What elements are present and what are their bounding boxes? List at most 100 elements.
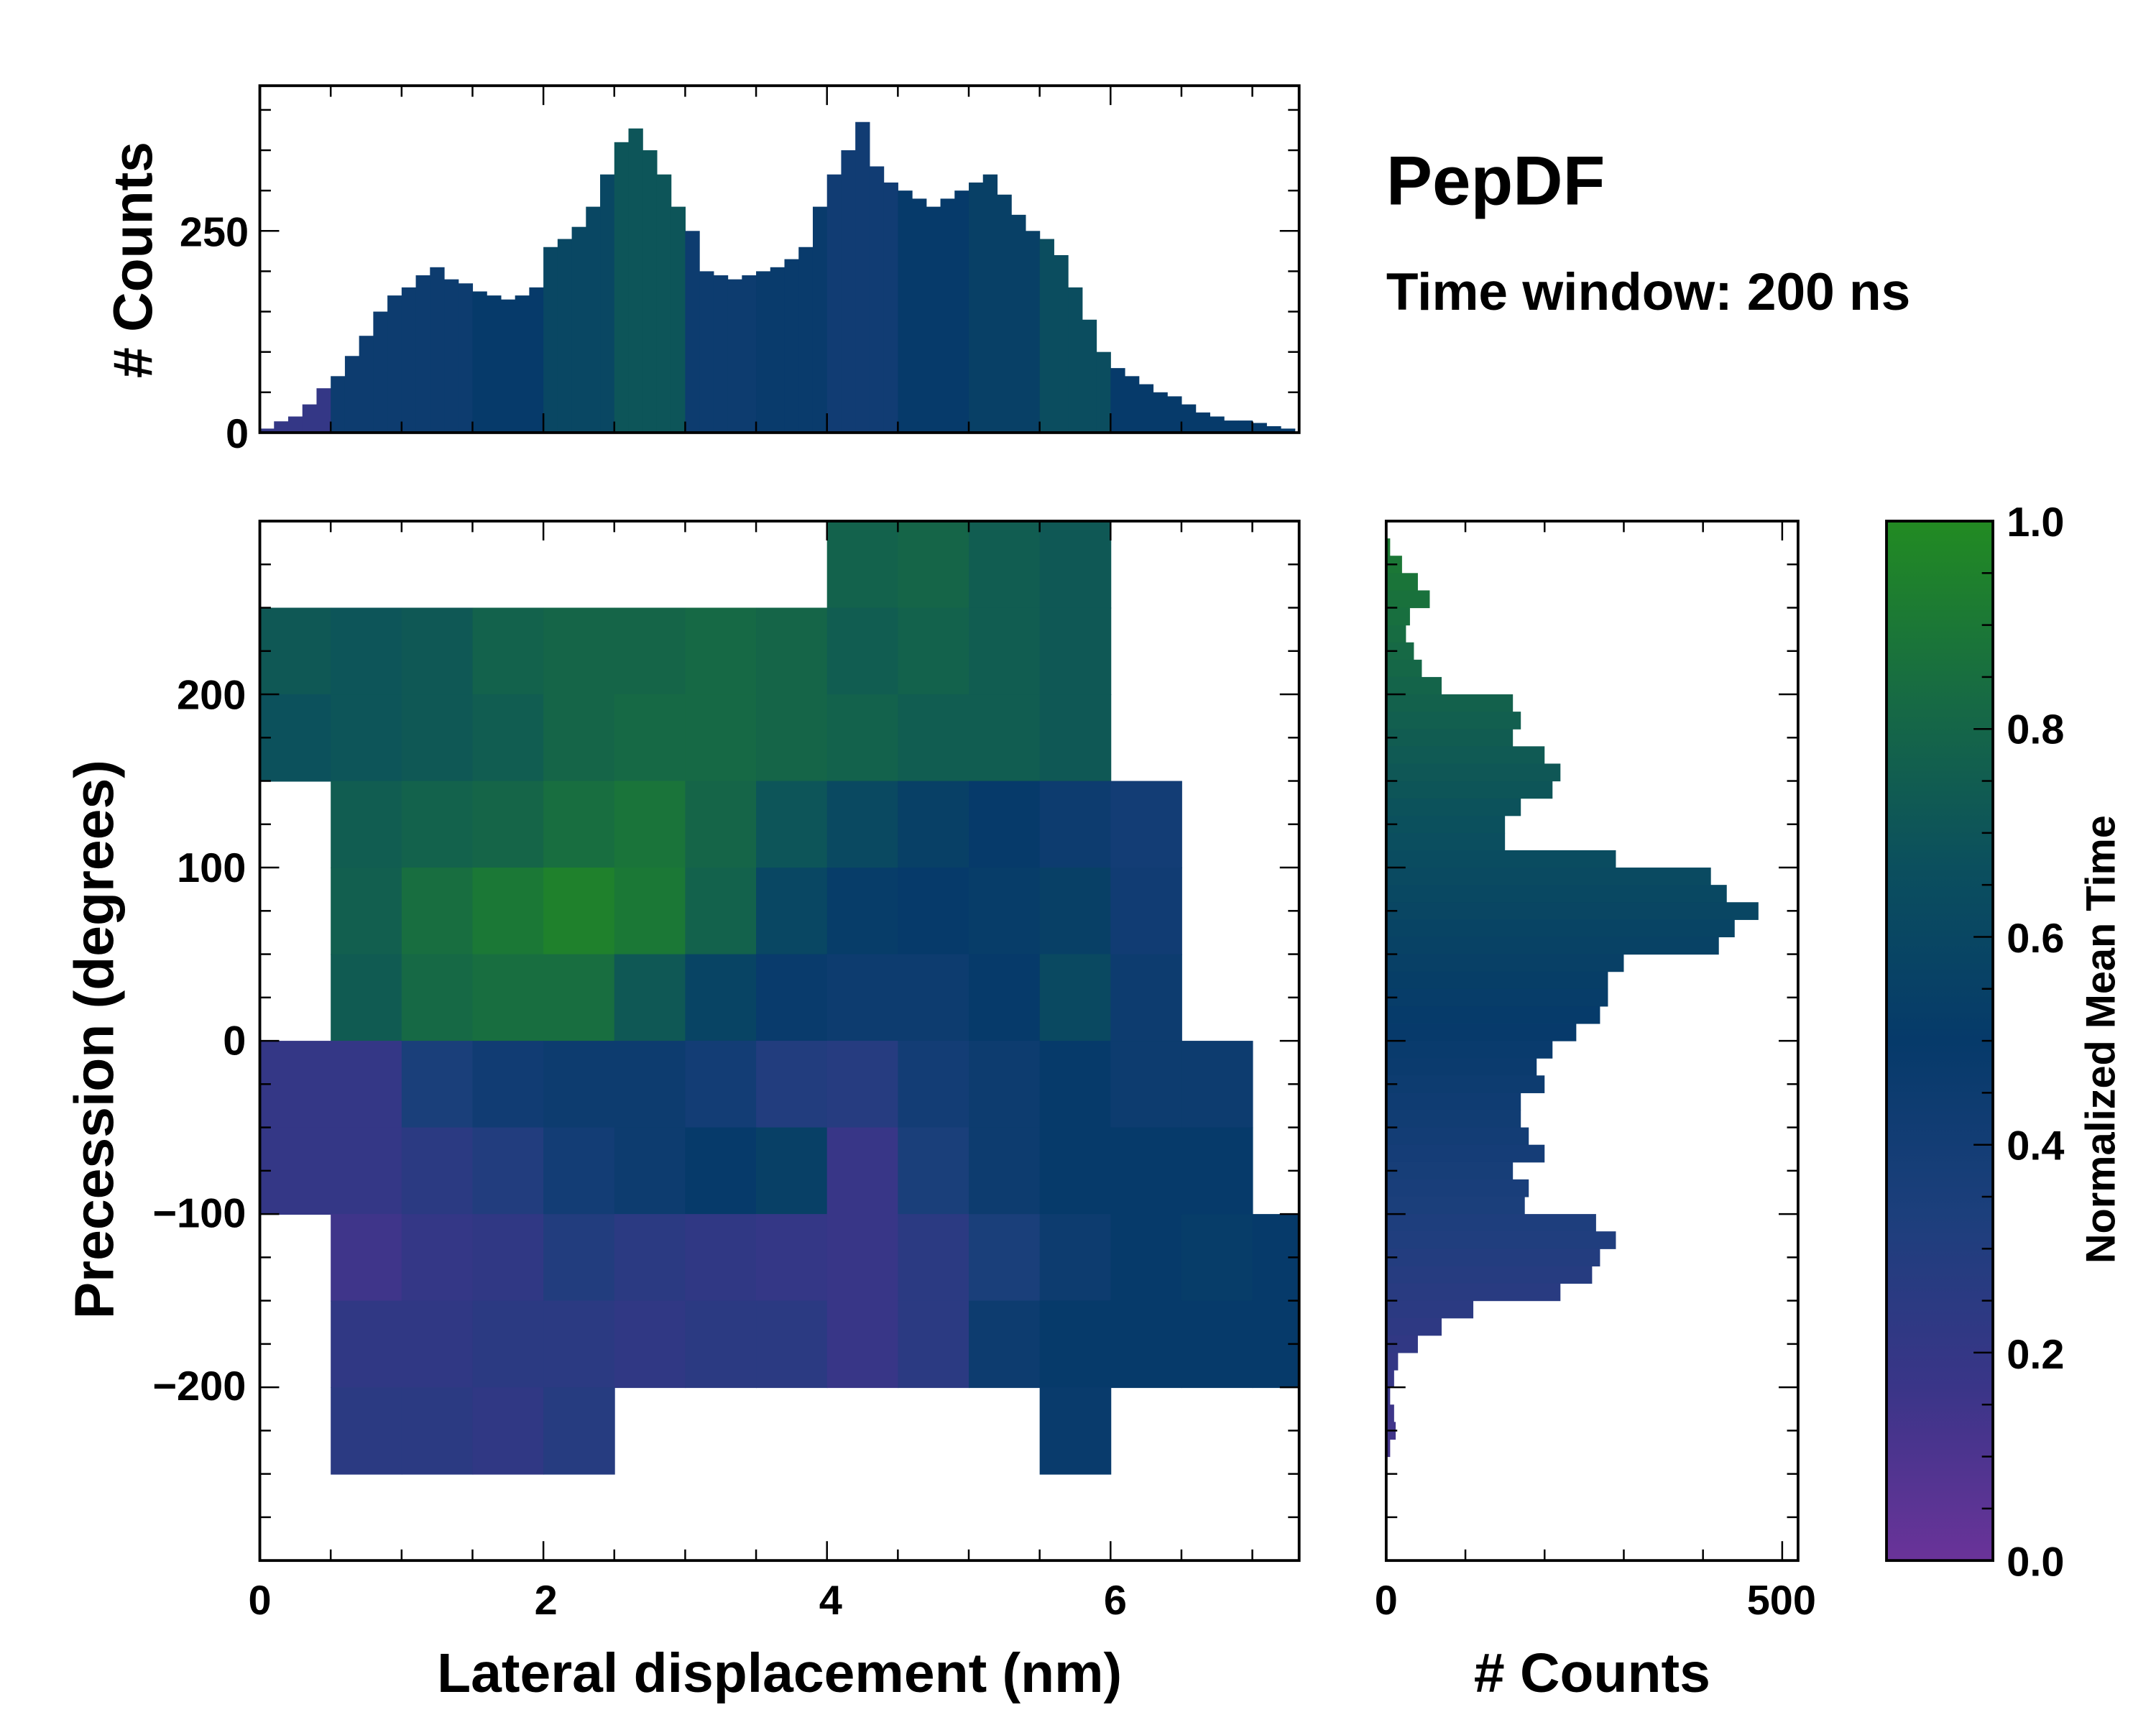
heatmap-cell <box>898 781 969 869</box>
top-histogram-bar <box>302 404 318 433</box>
heatmap-cell <box>969 521 1041 609</box>
heatmap-cell <box>401 694 474 782</box>
heatmap-cell <box>826 521 899 609</box>
right-histogram-bar <box>1386 1231 1616 1249</box>
top-histogram-bar <box>869 166 885 433</box>
main-ylabel: Precession (degrees) <box>64 760 126 1319</box>
heatmap-cell <box>756 1041 828 1128</box>
right-histogram-bar <box>1386 1387 1391 1405</box>
heatmap-cell <box>1181 1127 1253 1215</box>
heatmap-cell <box>401 781 474 869</box>
right-histogram-bar <box>1386 1110 1521 1128</box>
main-xtick-2: 2 <box>535 1578 558 1624</box>
heatmap-cell <box>401 607 474 695</box>
top-histogram-bar <box>430 267 445 433</box>
top-histogram-bar <box>1238 420 1253 433</box>
top-histogram-bar <box>898 190 913 433</box>
top-histogram-bar <box>1167 396 1182 433</box>
right-histogram-bar <box>1386 607 1410 626</box>
heatmap-cell <box>614 1041 686 1128</box>
top-histogram-bar <box>543 247 558 433</box>
heatmap-cell <box>898 1041 969 1128</box>
top-histogram-bar <box>841 150 856 433</box>
heatmap-cell <box>472 868 545 955</box>
top-histogram-bar <box>826 174 842 433</box>
right-histogram-bar <box>1386 1179 1529 1197</box>
heatmap-cell <box>1110 1300 1182 1389</box>
right-histogram-bar <box>1386 1370 1394 1388</box>
top-histogram-bar <box>316 388 331 433</box>
heatmap-cell <box>543 1387 615 1475</box>
top-histogram-bar <box>1224 420 1239 433</box>
top-histogram-bar <box>472 291 487 433</box>
main-ytick-m100: −100 <box>152 1191 246 1237</box>
top-histogram-bar <box>500 299 516 433</box>
top-histogram-bar <box>756 271 771 433</box>
right-histogram-bar <box>1386 573 1418 591</box>
right-histogram-bar <box>1386 590 1430 609</box>
top-histogram-bar <box>812 206 828 433</box>
heatmap-cell <box>472 607 545 695</box>
heatmap-cell <box>543 1127 615 1215</box>
colorbar: 0.0 0.2 0.4 0.6 0.8 1.0 Normalized Mean … <box>1885 500 2124 1585</box>
heatmap-cell <box>331 781 402 869</box>
heatmap-cell <box>969 1127 1041 1215</box>
heatmap-cell <box>543 1300 615 1389</box>
top-histogram-bar <box>784 259 799 433</box>
heatmap-cell <box>401 1127 474 1215</box>
heatmap-cell <box>331 1300 402 1389</box>
right-histogram-bar <box>1386 798 1521 816</box>
top-histogram-bar <box>855 121 870 433</box>
heatmap-cell <box>1039 868 1112 955</box>
heatmap-cell <box>756 1214 828 1302</box>
top-histogram-bar <box>671 206 686 433</box>
right-histogram-bar <box>1386 538 1391 556</box>
heatmap-cell <box>1039 521 1112 609</box>
heatmap-cell <box>969 1214 1041 1302</box>
top-histogram-bar <box>487 295 502 433</box>
heatmap-cell <box>756 607 828 695</box>
heatmap-cell <box>1039 1387 1112 1475</box>
heatmap-cell <box>259 1041 332 1128</box>
heatmap-cell <box>898 1214 969 1302</box>
heatmap-cell <box>898 868 969 955</box>
heatmap-cell <box>614 1214 686 1302</box>
top-histogram-bar <box>1153 392 1168 433</box>
top-histogram-bar <box>359 336 374 433</box>
top-histogram-bar <box>458 283 474 433</box>
heatmap-cell <box>1039 954 1112 1042</box>
heatmap-cell <box>898 1300 969 1389</box>
top-histogram-bar <box>600 174 615 433</box>
heatmap-cell <box>1039 1300 1112 1389</box>
top-histogram-bar <box>387 295 402 433</box>
top-histogram-bar <box>940 198 955 433</box>
right-histogram-bar <box>1386 1041 1553 1059</box>
right-histogram-bar <box>1386 937 1719 955</box>
right-histogram-bar <box>1386 954 1624 972</box>
right-histogram-bar <box>1386 746 1545 765</box>
right-histogram-bar <box>1386 1317 1442 1336</box>
heatmap-cell <box>898 521 969 609</box>
top-histogram-ylabel: # Counts <box>103 142 165 378</box>
heatmap-cell <box>472 781 545 869</box>
right-histogram-bar <box>1386 1144 1545 1163</box>
heatmap-cell <box>826 1041 899 1128</box>
heatmap-cell <box>472 1127 545 1215</box>
top-histogram-bar <box>1039 239 1054 433</box>
right-xtick-500: 500 <box>1747 1578 1816 1624</box>
heatmap-cell <box>1110 1041 1182 1128</box>
main-xtick-4: 4 <box>819 1578 842 1624</box>
heatmap-cell <box>685 1041 757 1128</box>
top-histogram-bar <box>1025 231 1041 433</box>
top-histogram-bar <box>1125 376 1140 433</box>
heatmap-cell <box>401 1214 474 1302</box>
heatmap-cell <box>685 868 757 955</box>
colorbar-tick-0.2: 0.2 <box>2007 1332 2064 1378</box>
right-histogram-bar <box>1386 1404 1394 1422</box>
heatmap-cell <box>1039 1127 1112 1215</box>
main-ytick-200: 200 <box>177 673 246 719</box>
right-histogram-bar <box>1386 1006 1600 1024</box>
heatmap-cell <box>969 1041 1041 1128</box>
top-histogram-bar <box>770 267 786 433</box>
top-histogram-bar <box>713 275 729 433</box>
